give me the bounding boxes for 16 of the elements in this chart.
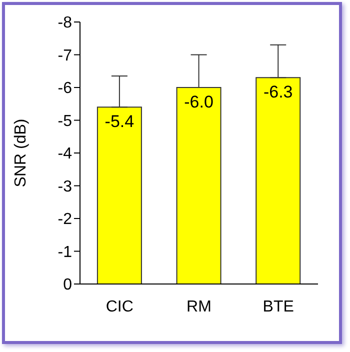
y-tick-label: -7 <box>58 47 72 64</box>
x-tick-label: BTE <box>262 298 294 316</box>
y-tick-label: -5 <box>58 112 72 130</box>
y-tick-label: -1 <box>58 244 72 261</box>
y-tick-label: -6 <box>58 80 72 98</box>
x-tick-label: CIC <box>106 298 134 316</box>
data-label: -5.4 <box>104 112 134 132</box>
data-label: -6.3 <box>263 82 293 102</box>
data-label: -6.0 <box>184 92 214 112</box>
y-tick-label: -8 <box>58 14 72 32</box>
y-tick-label: -2 <box>58 211 72 228</box>
y-tick-label: 0 <box>63 276 72 294</box>
x-tick-label: RM <box>186 298 212 316</box>
y-axis-title: SNR (dB) <box>12 118 30 188</box>
y-tick-label: -3 <box>58 178 72 196</box>
y-tick-label: -4 <box>58 146 72 163</box>
